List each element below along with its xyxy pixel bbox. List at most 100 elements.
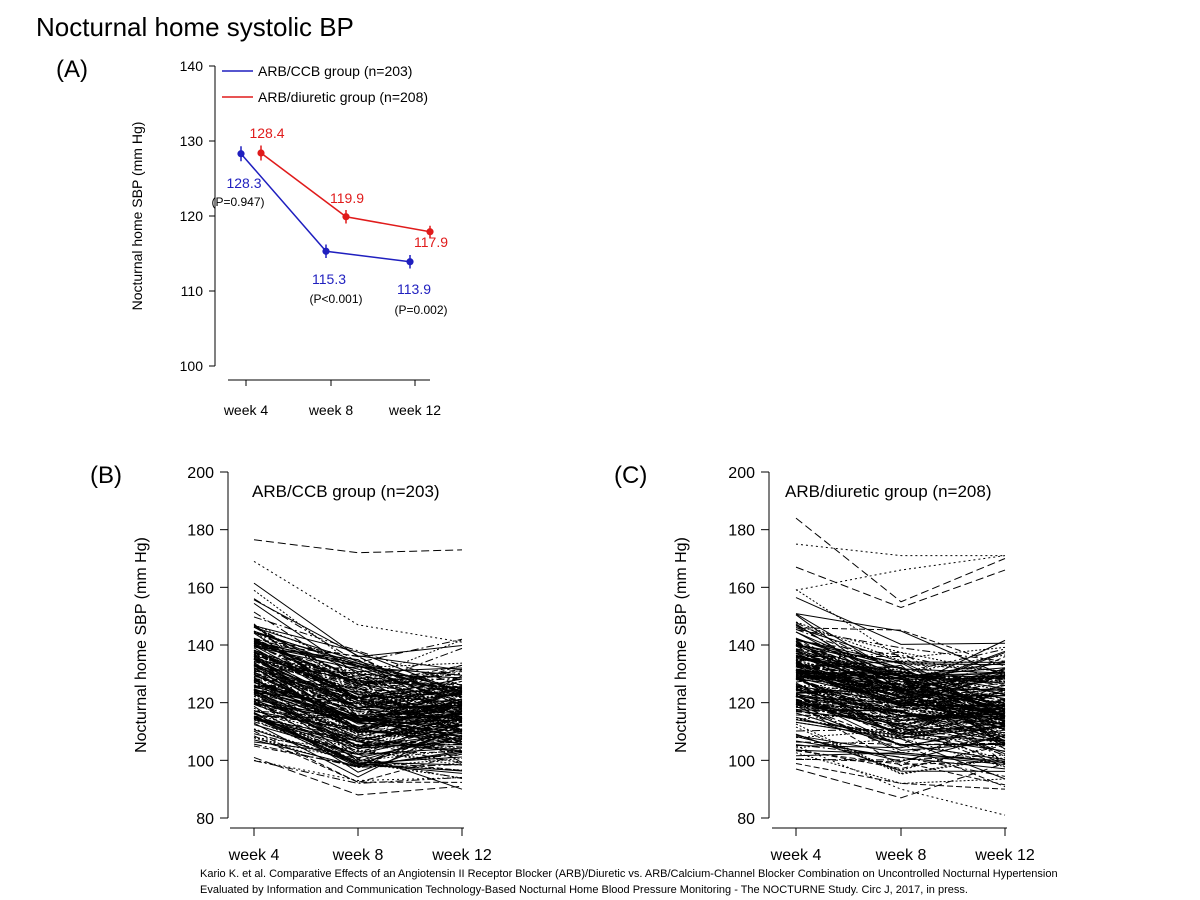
individual-series-line: [795, 656, 1006, 679]
individual-series-line: [253, 736, 463, 766]
individual-series-line: [253, 637, 463, 699]
data-point: [342, 213, 350, 221]
individual-series-line: [253, 651, 463, 696]
individual-series-line: [253, 631, 463, 705]
x-tick-label: week 12: [974, 847, 1035, 864]
individual-series-line: [795, 668, 1006, 710]
outlier-series-line: [253, 539, 463, 554]
panel-label-b: (B): [90, 462, 122, 489]
individual-series-line: [253, 689, 463, 747]
individual-series-line: [795, 660, 1006, 711]
outlier-series-line: [795, 555, 1006, 591]
individual-series-line: [795, 651, 1006, 713]
individual-series-line: [795, 673, 1006, 705]
outlier-series-line: [253, 759, 463, 782]
individual-series-line: [795, 661, 1006, 698]
outlier-series-line: [253, 756, 463, 796]
individual-series-line: [795, 701, 1006, 721]
individual-series-line: [253, 701, 463, 772]
individual-series-line: [795, 629, 1006, 662]
individual-series-line: [795, 669, 1006, 693]
outlier-series-line: [795, 517, 1006, 603]
individual-series-line: [795, 644, 1006, 697]
data-label: 128.3: [226, 175, 261, 191]
individual-series-line: [795, 728, 1006, 753]
y-axis-title: Nocturnal home SBP (mm Hg): [133, 537, 150, 753]
individual-series-line: [253, 741, 463, 790]
individual-series-line: [795, 695, 1006, 747]
y-axis-title-a: Nocturnal home SBP (mm Hg): [129, 122, 145, 311]
individual-series-line: [795, 744, 1006, 777]
outlier-series-line: [795, 543, 1005, 557]
outlier-series-line: [795, 566, 1006, 609]
x-tick-label-a: week 8: [308, 402, 354, 418]
individual-series-line: [253, 651, 463, 696]
individual-series-line: [253, 582, 463, 658]
data-label: 115.3: [312, 271, 346, 287]
y-tick-label: 80: [196, 811, 214, 828]
data-label: 117.9: [414, 234, 448, 250]
individual-series-line: [253, 589, 463, 669]
individual-series-line: [253, 665, 463, 709]
x-tick-label: week 12: [431, 847, 492, 864]
individual-series-line: [795, 693, 1006, 768]
individual-series-group: [253, 582, 463, 790]
y-tick-label-a: 120: [180, 208, 204, 224]
individual-series-line: [795, 699, 1006, 735]
p-value-label: (P=0.947): [211, 195, 264, 209]
individual-series-line: [795, 658, 1006, 715]
individual-series-line: [253, 689, 463, 762]
x-tick-label: week 4: [770, 847, 822, 864]
individual-series-line: [795, 670, 1006, 695]
individual-series-line: [253, 642, 463, 698]
data-point: [406, 258, 414, 266]
individual-series-line: [795, 648, 1006, 686]
individual-series-line: [795, 695, 1006, 718]
y-tick-label: 100: [187, 753, 214, 770]
individual-series-line: [253, 625, 463, 684]
individual-series-line: [253, 680, 463, 748]
individual-series-line: [253, 702, 463, 753]
y-axis-title: Nocturnal home SBP (mm Hg): [673, 537, 690, 753]
individual-series-line: [253, 737, 463, 769]
individual-series-line: [253, 646, 463, 720]
individual-series-line: [253, 663, 463, 724]
x-tick-label: week 8: [875, 847, 927, 864]
individual-series-line: [795, 754, 1006, 761]
individual-series-line: [795, 661, 1006, 708]
individual-series-line: [795, 750, 1006, 765]
individual-series-line: [253, 713, 463, 729]
individual-series-line: [795, 733, 1006, 772]
individual-series-line: [795, 678, 1006, 725]
individual-series-line: [253, 684, 463, 705]
data-point: [426, 228, 434, 236]
individual-series-line: [253, 689, 463, 746]
individual-series-line: [253, 709, 463, 746]
individual-series-line: [253, 668, 463, 718]
legend-label: ARB/diuretic group (n=208): [258, 89, 428, 105]
individual-series-line: [253, 655, 463, 730]
individual-series-line: [795, 705, 1006, 757]
chart-title: ARB/diuretic group (n=208): [785, 482, 991, 501]
individual-series-line: [795, 715, 1006, 739]
individual-series-line: [795, 695, 1006, 739]
p-value-label: (P=0.002): [394, 303, 447, 317]
individual-series-line: [253, 739, 463, 767]
y-tick-label: 80: [737, 811, 755, 828]
data-point: [257, 149, 265, 157]
y-tick-label: 160: [187, 580, 214, 597]
y-tick-label: 200: [187, 465, 214, 482]
individual-series-line: [253, 670, 463, 698]
individual-series-line: [795, 683, 1006, 731]
individual-series-line: [253, 598, 463, 663]
data-point: [237, 150, 245, 158]
individual-series-line: [253, 668, 463, 727]
citation-line-2: Evaluated by Information and Communicati…: [200, 884, 968, 896]
y-tick-label: 160: [728, 580, 755, 597]
individual-series-line: [795, 675, 1006, 702]
individual-series-line: [795, 712, 1006, 761]
individual-series-line: [253, 664, 463, 716]
individual-series-line: [795, 659, 1006, 724]
individual-series-line: [253, 654, 463, 697]
